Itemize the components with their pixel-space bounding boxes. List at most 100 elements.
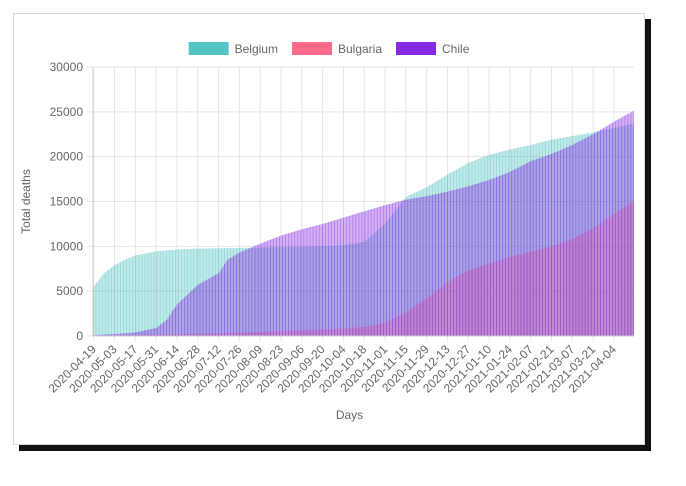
bar-chile <box>188 293 190 336</box>
bar-chile <box>250 247 252 336</box>
bar-belgium <box>93 286 95 336</box>
bar-belgium <box>109 268 111 336</box>
bar-chile <box>116 333 119 336</box>
bar-chile <box>357 213 359 336</box>
bar-chile <box>491 178 493 336</box>
bar-chile <box>259 243 261 336</box>
bar-chile <box>246 249 248 336</box>
bar-chile <box>170 313 172 336</box>
bar-chile <box>463 187 465 336</box>
bar-chile <box>403 200 405 336</box>
bar-chile <box>158 325 160 336</box>
bar-chile <box>381 205 383 336</box>
bar-chile <box>353 214 355 336</box>
bar-chile <box>204 280 206 336</box>
bar-chile <box>414 198 416 336</box>
bar-chile <box>461 187 463 336</box>
bar-chile <box>136 332 138 336</box>
bar-chile <box>512 170 514 336</box>
bar-chile <box>271 239 273 336</box>
bar-chile <box>426 196 428 336</box>
bar-chile <box>277 236 279 336</box>
bar-chile <box>122 333 125 336</box>
bar-chile <box>314 225 316 336</box>
bar-chile <box>610 123 612 337</box>
bar-chile <box>484 181 486 336</box>
bar-chile <box>115 333 117 336</box>
bar-chile <box>492 178 495 336</box>
bar-chile <box>377 207 379 336</box>
bar-chile <box>378 206 380 336</box>
legend-item-belgium[interactable]: Belgium <box>188 42 278 56</box>
bar-belgium <box>105 272 107 336</box>
bar-chile <box>513 169 515 336</box>
bar-chile <box>189 291 191 336</box>
bar-chile <box>469 185 471 336</box>
bar-chile <box>396 202 398 336</box>
bar-belgium <box>124 259 126 336</box>
bar-chile <box>222 266 224 336</box>
bar-chile <box>573 144 575 336</box>
bar-chile <box>455 189 457 336</box>
bar-chile <box>287 233 290 336</box>
bar-chile <box>574 143 576 336</box>
bar-chile <box>556 151 559 336</box>
legend-item-bulgaria[interactable]: Bulgaria <box>291 42 382 56</box>
bar-chile <box>470 185 472 336</box>
bar-chile <box>238 252 240 336</box>
bar-chile <box>148 329 150 336</box>
bar-chile <box>500 175 502 336</box>
bar-chile <box>145 330 147 336</box>
bar-belgium <box>140 254 142 336</box>
bar-chile <box>393 202 395 336</box>
bar-belgium <box>116 263 119 336</box>
bar-chile <box>350 215 352 336</box>
bar-chile <box>589 135 591 336</box>
bar-chile <box>388 203 391 336</box>
bar-chile <box>313 226 315 336</box>
axes: 0500010000150002000025000300002020-04-19… <box>46 60 634 396</box>
legend-swatch <box>396 42 437 55</box>
bar-chile <box>192 289 194 336</box>
bar-belgium <box>160 250 162 336</box>
bar-chile <box>125 333 127 336</box>
bar-chile <box>243 250 245 336</box>
bar-chile <box>418 197 420 336</box>
bar-chile <box>325 223 327 336</box>
bar-chile <box>402 200 404 336</box>
bar-chile <box>354 214 356 336</box>
bar-chile <box>432 194 434 336</box>
bar-chile <box>336 219 339 336</box>
legend-item-chile[interactable]: Chile <box>396 42 470 56</box>
bar-chile <box>527 162 529 336</box>
bar-chile <box>424 196 426 336</box>
bar-chile <box>543 156 545 336</box>
bar-chile <box>209 278 211 336</box>
bar-belgium <box>158 251 160 336</box>
bar-chile <box>182 298 184 336</box>
bar-chile <box>594 133 596 336</box>
bar-chile <box>229 257 232 336</box>
bar-chile <box>605 126 608 337</box>
legend[interactable]: Belgium Bulgaria Chile <box>188 42 470 56</box>
bar-chile <box>191 290 193 336</box>
bar-chile <box>385 204 388 336</box>
bar-chile <box>433 194 435 336</box>
bar-chile <box>305 228 307 336</box>
chart-container: 0 5000 10000 15000 20000 25000 30000 2020-04-19… <box>13 13 645 445</box>
bar-belgium <box>168 250 171 336</box>
bar-chile <box>406 199 408 336</box>
bar-chile <box>588 136 590 336</box>
bar-chile <box>255 245 257 336</box>
bar-chile <box>342 217 344 336</box>
bar-chile <box>195 286 197 336</box>
bar-chile <box>429 195 431 336</box>
bar-chile <box>311 226 313 336</box>
bar-chile <box>283 234 285 336</box>
bar-chile <box>160 324 162 336</box>
bar-chile <box>420 197 422 336</box>
bar-chile <box>108 334 110 336</box>
bar-chile <box>435 194 437 336</box>
bar-belgium <box>128 257 130 336</box>
bar-belgium <box>122 260 125 336</box>
